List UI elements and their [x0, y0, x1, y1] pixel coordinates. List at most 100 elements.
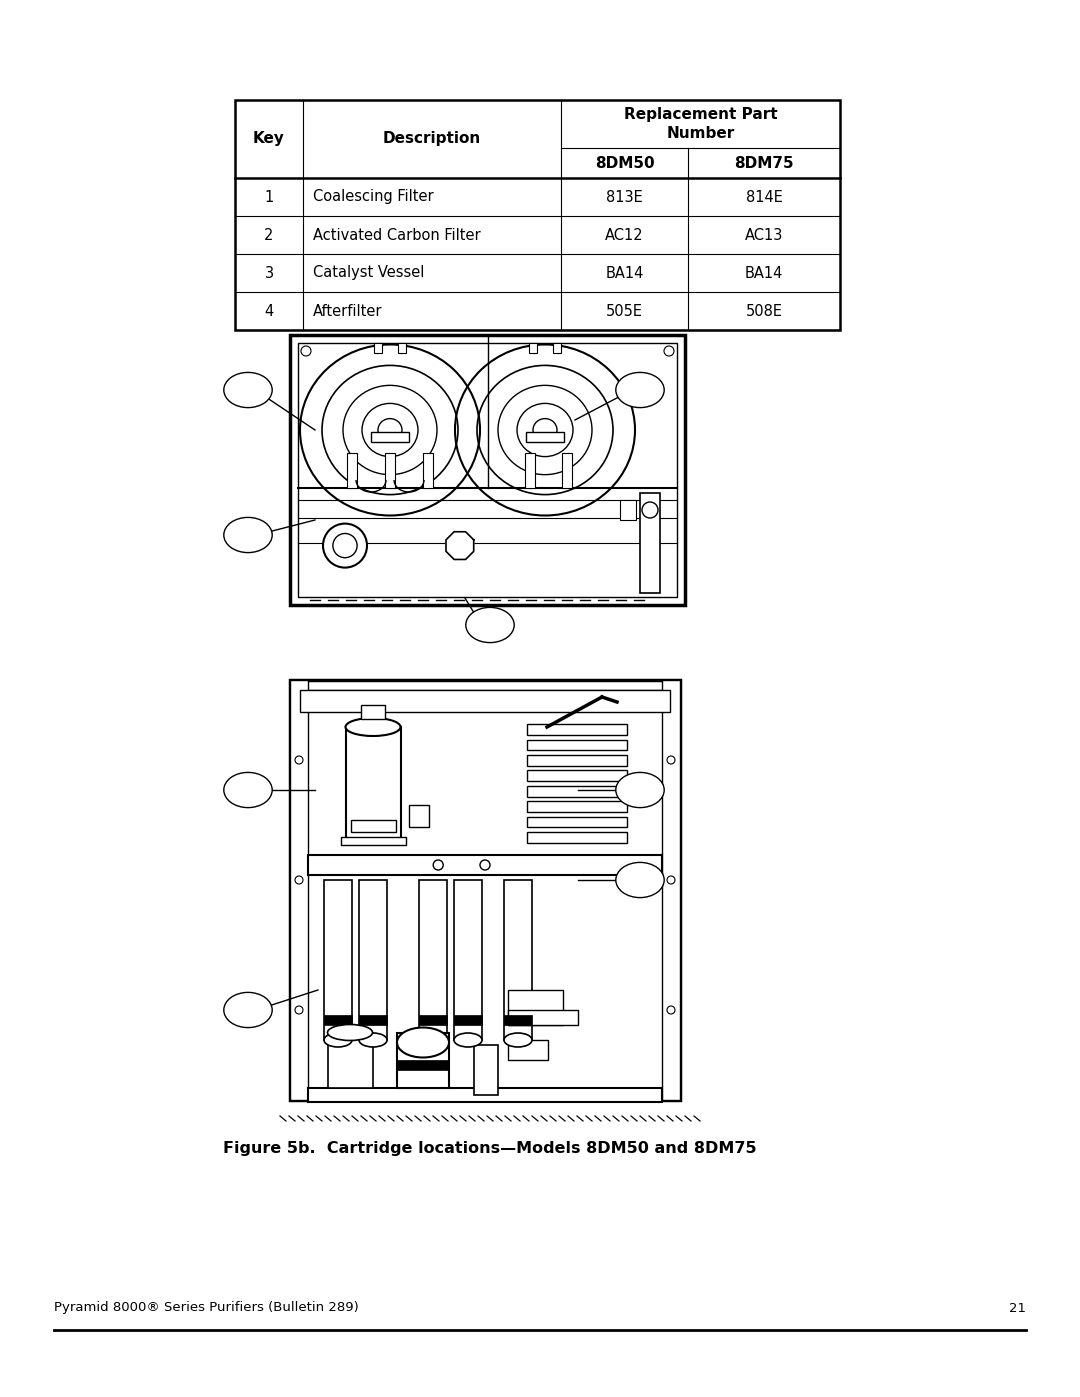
Bar: [308, 855, 662, 875]
Text: 505E: 505E: [606, 303, 643, 319]
Circle shape: [667, 756, 675, 764]
Bar: [504, 880, 532, 1039]
Bar: [504, 1016, 532, 1025]
Ellipse shape: [224, 992, 272, 1028]
Bar: [291, 335, 685, 605]
Text: 21: 21: [1009, 1302, 1026, 1315]
Ellipse shape: [616, 862, 664, 898]
Bar: [474, 1045, 498, 1095]
Bar: [308, 1088, 662, 1102]
Bar: [527, 833, 627, 842]
Ellipse shape: [327, 1024, 373, 1041]
Bar: [527, 724, 627, 735]
Circle shape: [295, 756, 303, 764]
Bar: [372, 432, 409, 443]
Text: Coalescing Filter: Coalescing Filter: [313, 190, 434, 204]
Ellipse shape: [419, 1032, 447, 1046]
Bar: [384, 453, 395, 488]
Text: BA14: BA14: [605, 265, 644, 281]
Bar: [300, 690, 670, 712]
Bar: [291, 680, 308, 1099]
Text: Figure 5b.  Cartridge locations—Models 8DM50 and 8DM75: Figure 5b. Cartridge locations—Models 8D…: [224, 1140, 757, 1155]
Bar: [562, 453, 572, 488]
Bar: [454, 880, 482, 1039]
Circle shape: [333, 534, 357, 557]
Bar: [324, 880, 352, 1039]
Bar: [620, 500, 636, 520]
Circle shape: [323, 524, 367, 567]
Bar: [300, 690, 670, 1090]
Bar: [397, 1032, 449, 1087]
Polygon shape: [446, 532, 474, 559]
Bar: [408, 805, 429, 827]
Text: 814E: 814E: [745, 190, 782, 204]
Bar: [419, 880, 447, 1039]
Bar: [527, 754, 627, 766]
Bar: [508, 1039, 548, 1060]
Bar: [526, 432, 564, 443]
Ellipse shape: [465, 608, 514, 643]
Text: Pyramid 8000® Series Purifiers (Bulletin 289): Pyramid 8000® Series Purifiers (Bulletin…: [54, 1302, 359, 1315]
Ellipse shape: [224, 773, 272, 807]
Circle shape: [667, 876, 675, 884]
Bar: [340, 837, 405, 845]
Bar: [347, 453, 357, 488]
Ellipse shape: [616, 773, 664, 807]
Ellipse shape: [359, 1032, 387, 1046]
Bar: [508, 1010, 578, 1025]
Circle shape: [295, 876, 303, 884]
Bar: [235, 101, 840, 330]
Bar: [298, 344, 677, 597]
Bar: [527, 739, 627, 750]
Bar: [346, 726, 401, 840]
Bar: [454, 1016, 482, 1025]
Bar: [351, 820, 395, 833]
Text: 508E: 508E: [745, 303, 783, 319]
Text: Replacement Part
Number: Replacement Part Number: [623, 108, 778, 141]
Bar: [419, 1016, 447, 1025]
Bar: [327, 1032, 373, 1087]
Bar: [527, 817, 627, 827]
Text: BA14: BA14: [745, 265, 783, 281]
Circle shape: [433, 861, 443, 870]
Bar: [374, 344, 382, 353]
Bar: [359, 1016, 387, 1025]
Ellipse shape: [397, 1028, 449, 1058]
Circle shape: [301, 346, 311, 356]
Bar: [324, 1016, 352, 1025]
Ellipse shape: [454, 1032, 482, 1046]
Text: 2: 2: [265, 228, 273, 243]
Ellipse shape: [504, 1032, 532, 1046]
Ellipse shape: [346, 718, 401, 736]
Ellipse shape: [324, 1032, 352, 1046]
Bar: [399, 344, 406, 353]
Bar: [529, 344, 537, 353]
Circle shape: [295, 1006, 303, 1014]
Bar: [525, 453, 535, 488]
Circle shape: [642, 502, 658, 518]
Text: AC13: AC13: [745, 228, 783, 243]
Text: 8DM75: 8DM75: [734, 155, 794, 170]
Bar: [359, 880, 387, 1039]
Bar: [397, 1060, 449, 1070]
Bar: [508, 990, 563, 1025]
Text: Afterfilter: Afterfilter: [313, 303, 382, 319]
Bar: [291, 680, 680, 1099]
Bar: [527, 802, 627, 812]
Text: Catalyst Vessel: Catalyst Vessel: [313, 265, 424, 281]
Ellipse shape: [224, 373, 272, 408]
Text: Key: Key: [253, 131, 285, 147]
Text: 3: 3: [265, 265, 273, 281]
Bar: [527, 785, 627, 796]
Text: AC12: AC12: [605, 228, 644, 243]
Bar: [423, 453, 433, 488]
Bar: [527, 770, 627, 781]
Text: 4: 4: [265, 303, 273, 319]
Bar: [553, 344, 561, 353]
Ellipse shape: [616, 373, 664, 408]
Bar: [640, 493, 660, 592]
Circle shape: [480, 861, 490, 870]
Text: 8DM50: 8DM50: [595, 155, 654, 170]
Circle shape: [664, 346, 674, 356]
Text: Description: Description: [383, 131, 481, 147]
